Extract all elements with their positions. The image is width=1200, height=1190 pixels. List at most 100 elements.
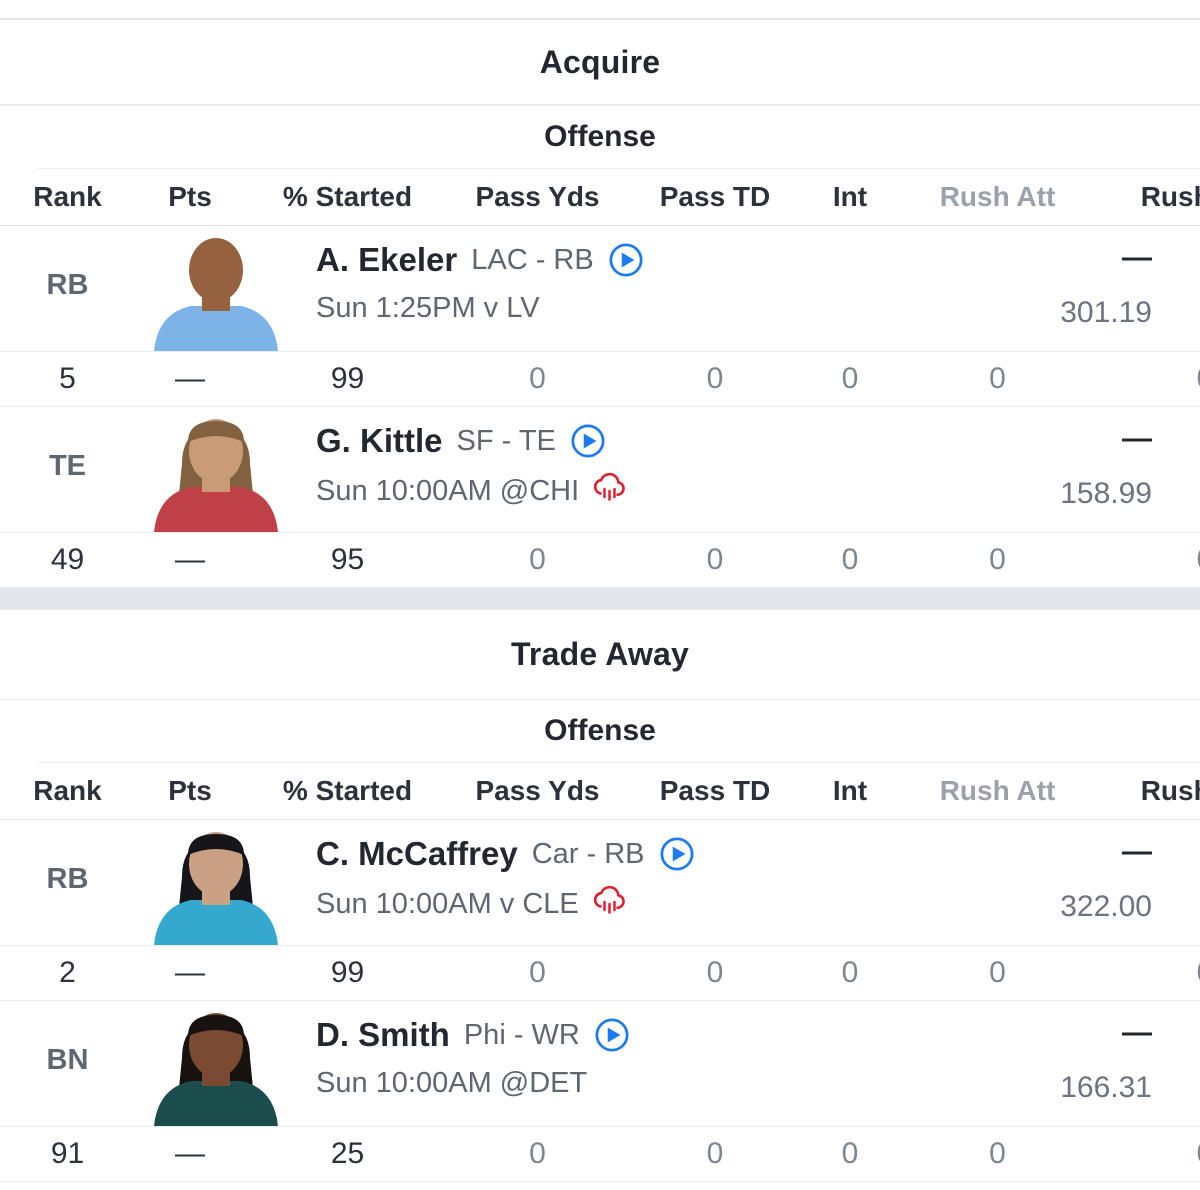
game-info: Sun 1:25PM v LV	[316, 292, 540, 324]
stat-rush-yds: 0	[1100, 956, 1200, 990]
video-play-icon[interactable]	[570, 423, 606, 459]
player-row-mccaffrey: RB C. McCaffrey Car - RB	[0, 820, 1200, 946]
player-team-position: Phi - WR	[463, 1019, 580, 1051]
stat-pts: —	[175, 543, 205, 576]
projected-points: —	[1122, 1016, 1152, 1049]
stat-pass-td: 0	[706, 362, 724, 395]
column-header-row: Rank Pts % Started Pass Yds Pass TD Int …	[0, 763, 1200, 820]
column-header-row: Rank Pts % Started Pass Yds Pass TD Int …	[0, 169, 1200, 226]
stat-rush-att: 0	[989, 362, 1006, 395]
position-badge: RB	[46, 862, 89, 895]
column-header-rank[interactable]: Rank	[33, 775, 102, 806]
stat-pts: —	[175, 362, 205, 395]
group-title-offense-2: Offense	[544, 714, 656, 747]
top-divider	[0, 0, 1200, 20]
player-row-ekeler: RB A. Ekeler LAC - RB	[0, 226, 1200, 352]
season-points: 158.99	[1060, 477, 1152, 510]
stat-pass-yds: 0	[529, 956, 546, 989]
stat-rush-yds: 0	[1100, 1137, 1200, 1171]
column-header-int[interactable]: Int	[832, 181, 868, 212]
video-play-icon[interactable]	[659, 836, 695, 872]
stats-row-kittle: 49 — 95 0 0 0 0 0	[0, 533, 1200, 588]
trade-away-table: Rank Pts % Started Pass Yds Pass TD Int …	[0, 763, 1200, 1182]
section-title-acquire: Acquire	[0, 20, 1200, 106]
column-header-pass-td[interactable]: Pass TD	[659, 181, 771, 212]
column-header-pct-started[interactable]: % Started	[282, 775, 413, 806]
stat-pass-yds: 0	[529, 543, 546, 576]
stat-rush-yds: 0	[1100, 543, 1200, 577]
section-title-trade-away: Trade Away	[0, 610, 1200, 700]
player-photo	[142, 827, 290, 945]
player-row-smith: BN D. Smith Phi - WR	[0, 1001, 1200, 1127]
stat-pass-td: 0	[706, 1137, 724, 1170]
rain-cloud-icon	[589, 470, 627, 512]
column-header-pts[interactable]: Pts	[168, 775, 212, 806]
section-divider-band	[0, 588, 1200, 610]
position-badge: BN	[46, 1043, 89, 1076]
position-badge: RB	[46, 268, 89, 301]
column-header-pass-td[interactable]: Pass TD	[659, 775, 771, 806]
video-play-icon[interactable]	[594, 1017, 630, 1053]
stat-pct-started: 95	[330, 543, 365, 576]
stat-pass-td: 0	[706, 543, 724, 576]
stat-pass-yds: 0	[529, 362, 546, 395]
stat-pass-td: 0	[706, 956, 724, 989]
projected-points: —	[1122, 422, 1152, 455]
season-points: 322.00	[1060, 890, 1152, 923]
stat-rush-att: 0	[989, 543, 1006, 576]
stat-pts: —	[175, 956, 205, 989]
projected-points: —	[1122, 835, 1152, 868]
stat-int: 0	[841, 543, 859, 576]
stat-rush-att: 0	[989, 1137, 1006, 1170]
column-header-pass-yds[interactable]: Pass Yds	[475, 181, 600, 212]
position-badge: TE	[48, 449, 87, 482]
stat-rank: 49	[50, 543, 85, 576]
player-photo	[142, 233, 290, 351]
stats-row-smith: 91 — 25 0 0 0 0 0	[0, 1127, 1200, 1182]
player-photo	[142, 1008, 290, 1126]
divider	[38, 762, 1200, 763]
video-play-icon[interactable]	[608, 242, 644, 278]
season-points: 166.31	[1060, 1071, 1152, 1104]
stat-int: 0	[841, 1137, 859, 1170]
column-header-pass-yds[interactable]: Pass Yds	[475, 775, 600, 806]
column-header-rush-att[interactable]: Rush Att	[939, 181, 1056, 212]
stat-rank: 2	[59, 956, 76, 989]
stat-int: 0	[841, 956, 859, 989]
stats-row-ekeler: 5 — 99 0 0 0 0 0	[0, 352, 1200, 407]
stat-pts: —	[175, 1137, 205, 1170]
column-header-rush-yds[interactable]: Rush Yds	[1140, 181, 1200, 212]
stat-rank: 91	[50, 1137, 85, 1170]
divider	[38, 168, 1200, 169]
column-header-rush-att[interactable]: Rush Att	[939, 775, 1056, 806]
acquire-table: Rank Pts % Started Pass Yds Pass TD Int …	[0, 169, 1200, 588]
column-header-rush-yds[interactable]: Rush Yds	[1140, 775, 1200, 806]
player-team-position: LAC - RB	[471, 244, 594, 276]
stat-rank: 5	[59, 362, 76, 395]
player-team-position: Car - RB	[531, 838, 645, 870]
group-title-offense-1: Offense	[544, 120, 656, 153]
player-name[interactable]: G. Kittle	[316, 422, 443, 459]
game-info: Sun 10:00AM @DET	[316, 1067, 588, 1099]
player-name[interactable]: C. McCaffrey	[316, 835, 518, 872]
stat-pass-yds: 0	[529, 1137, 546, 1170]
game-info: Sun 10:00AM @CHI	[316, 475, 580, 507]
stat-rush-att: 0	[989, 956, 1006, 989]
player-row-kittle: TE G. Kittle SF - TE	[0, 407, 1200, 533]
stat-pct-started: 99	[330, 956, 365, 989]
player-name[interactable]: D. Smith	[316, 1016, 450, 1053]
player-photo	[142, 414, 290, 532]
stat-pct-started: 99	[330, 362, 365, 395]
projected-points: —	[1122, 241, 1152, 274]
stat-int: 0	[841, 362, 859, 395]
season-points: 301.19	[1060, 296, 1152, 329]
player-team-position: SF - TE	[456, 425, 556, 457]
player-name[interactable]: A. Ekeler	[316, 241, 458, 278]
column-header-pts[interactable]: Pts	[168, 181, 212, 212]
column-header-rank[interactable]: Rank	[33, 181, 102, 212]
stats-row-mccaffrey: 2 — 99 0 0 0 0 0	[0, 946, 1200, 1001]
column-header-pct-started[interactable]: % Started	[282, 181, 413, 212]
column-header-int[interactable]: Int	[832, 775, 868, 806]
rain-cloud-icon	[589, 883, 627, 925]
